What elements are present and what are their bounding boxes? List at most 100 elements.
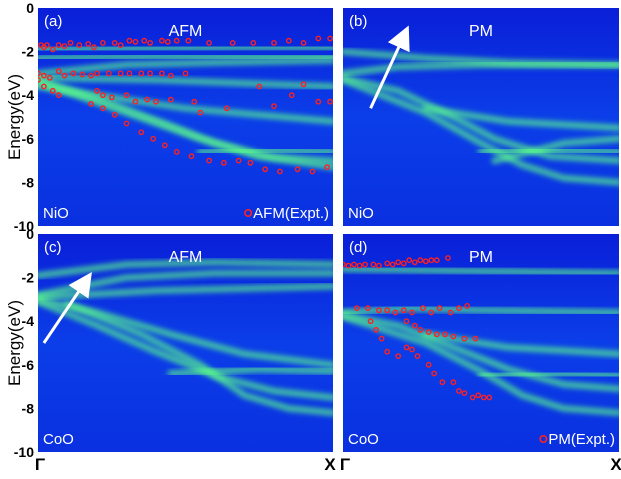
- expt-point: [271, 40, 277, 46]
- expt-point: [44, 42, 50, 48]
- expt-point: [433, 257, 440, 264]
- expt-point: [67, 40, 74, 46]
- panel-title: PM: [469, 249, 493, 266]
- expt-point: [247, 159, 254, 166]
- panel-3: (c) AFM CoO: [38, 234, 333, 452]
- band-line: [479, 372, 619, 377]
- arrow-annotation: [369, 25, 410, 109]
- expt-point: [158, 70, 165, 77]
- y-tick-label: -6: [22, 131, 35, 147]
- expt-point: [49, 46, 56, 53]
- expt-point: [403, 344, 410, 351]
- expt-point: [220, 159, 227, 166]
- y-tick-label: -2: [22, 270, 35, 286]
- expt-point: [439, 379, 446, 386]
- expt-point: [395, 259, 402, 266]
- band-line: [343, 313, 619, 390]
- expt-point: [300, 40, 307, 46]
- expt-point: [475, 392, 482, 399]
- legend-label: PM(Expt.): [548, 431, 615, 448]
- expt-point: [327, 35, 333, 42]
- arrow-annotation: [42, 272, 92, 344]
- expt-point: [88, 72, 95, 79]
- y-tick-label: -10: [14, 444, 34, 460]
- expt-point: [455, 305, 462, 311]
- expt-point: [229, 40, 236, 46]
- expt-point: [117, 42, 124, 48]
- band-line: [493, 137, 619, 162]
- material-label: NiO: [43, 205, 69, 222]
- expt-point: [461, 390, 468, 396]
- expt-point: [173, 148, 180, 155]
- expt-point: [147, 70, 154, 77]
- expt-point: [389, 261, 396, 268]
- expt-point: [400, 307, 407, 314]
- band-line: [66, 302, 333, 414]
- panel-title: PM: [469, 23, 493, 40]
- expt-point: [141, 37, 148, 44]
- expt-point: [164, 38, 171, 45]
- expt-point: [425, 329, 432, 335]
- expt-point: [235, 157, 242, 164]
- material-label: NiO: [348, 205, 374, 222]
- y-tick-label: -4: [22, 313, 35, 329]
- band-line: [424, 107, 619, 129]
- expt-point: [370, 261, 377, 268]
- expt-point: [392, 309, 399, 316]
- expt-point: [132, 98, 139, 105]
- panel-label: (a): [44, 13, 62, 30]
- band-line: [343, 76, 619, 162]
- expt-point: [38, 77, 41, 83]
- expt-point: [411, 259, 418, 266]
- band-line: [343, 315, 619, 414]
- legend-marker: [539, 434, 548, 443]
- expt-point: [375, 262, 382, 269]
- material-label: CoO: [43, 431, 74, 448]
- expt-point: [422, 258, 429, 265]
- expt-point: [486, 394, 493, 401]
- expt-point: [132, 38, 139, 45]
- y-tick-label: -6: [22, 357, 35, 373]
- expt-point: [197, 109, 204, 116]
- x-tick-label: X: [324, 455, 336, 474]
- expt-point: [345, 262, 352, 269]
- expt-point: [41, 83, 47, 90]
- expt-point: [88, 101, 95, 107]
- expt-point: [367, 318, 374, 325]
- expt-point: [70, 70, 77, 77]
- expt-point: [450, 379, 457, 386]
- legend: AFM(Expt.): [244, 205, 329, 222]
- expt-point: [250, 40, 257, 46]
- expt-point: [262, 166, 268, 173]
- expt-point: [351, 261, 357, 268]
- expt-point: [276, 168, 283, 175]
- legend-marker: [244, 209, 253, 218]
- expt-point: [375, 307, 382, 314]
- expt-point: [188, 153, 195, 160]
- expt-point: [94, 70, 100, 77]
- expt-point: [167, 72, 174, 79]
- y-tick-label: 0: [26, 226, 34, 242]
- expt-point: [431, 370, 437, 377]
- expt-point: [414, 353, 421, 359]
- expt-point: [158, 37, 165, 44]
- expt-point: [384, 260, 391, 267]
- y-axis-label: Energy(eV): [5, 300, 24, 386]
- y-tick-label: -8: [22, 400, 35, 416]
- expt-point: [105, 70, 112, 77]
- expt-point: [256, 83, 263, 90]
- expt-point: [362, 261, 368, 268]
- expt-point: [461, 335, 468, 342]
- expt-point: [123, 92, 130, 99]
- expt-point: [206, 157, 213, 164]
- band-line: [169, 368, 333, 375]
- panel-title: AFM: [169, 23, 203, 40]
- expt-point: [123, 120, 130, 127]
- expt-point: [444, 255, 451, 261]
- band-line: [38, 46, 333, 51]
- expt-point: [46, 74, 53, 81]
- expt-point: [117, 70, 124, 77]
- expt-point: [61, 72, 68, 79]
- expt-point: [285, 37, 292, 44]
